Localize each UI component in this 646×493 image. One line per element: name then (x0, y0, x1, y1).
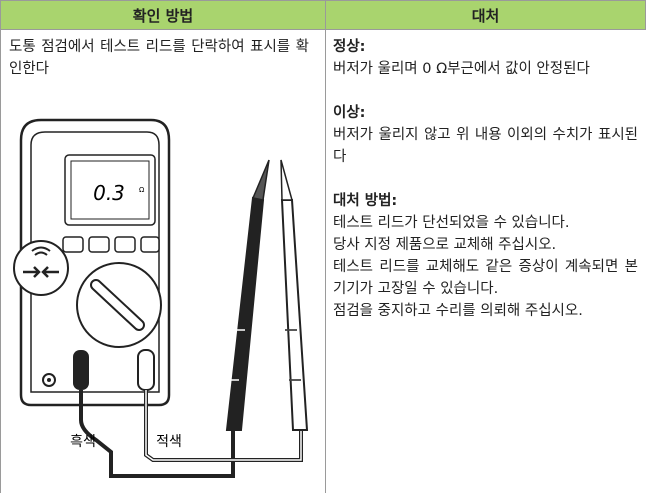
header-cell: 대처 (325, 0, 646, 30)
section: 정상: 버저가 울리며 0 Ω부근에서 값이 안정된다 (333, 36, 638, 80)
section-text: 버저가 울리며 0 Ω부근에서 값이 안정된다 (333, 61, 590, 77)
lead-label: 흑색 (70, 433, 96, 450)
display-unit: Ω (139, 186, 145, 194)
section-heading: 이상: (333, 105, 366, 121)
left-cell: 도통 점검에서 테스트 리드를 단락하여 표시를 확인한다 0.3 Ω (0, 30, 326, 493)
section-text: 테스트 리드가 단선되었을 수 있습니다. (333, 215, 570, 231)
display-value: 0.3 (93, 181, 125, 205)
section: 이상: 버저가 울리지 않고 위 내용 이외의 수치가 표시된다 (333, 102, 638, 168)
section-heading: 정상: (333, 39, 366, 55)
section: 대처 방법: 테스트 리드가 단선되었을 수 있습니다. 당사 지정 제품으로 교체… (333, 190, 638, 322)
lead-label: 적색 (156, 434, 182, 450)
section-text: 버저가 울리지 않고 위 내용 이외의 수치가 표시된다 (333, 127, 638, 165)
illustration: 0.3 Ω 흑색 적색 (13, 118, 309, 478)
section-text: 당사 지정 제품으로 교체해 주십시오. (333, 237, 557, 253)
header-cell: 확인 방법 (0, 0, 326, 30)
section-text: 점검을 중지하고 수리를 의뢰해 주십시오. (333, 303, 583, 319)
section-heading: 대처 방법: (333, 193, 398, 209)
section-text: 테스트 리드를 교체해도 같은 증상이 계속되면 본 기기가 고장일 수 있습니… (333, 259, 638, 297)
instruction: 도통 점검에서 테스트 리드를 단락하여 표시를 확인한다 (9, 39, 309, 77)
